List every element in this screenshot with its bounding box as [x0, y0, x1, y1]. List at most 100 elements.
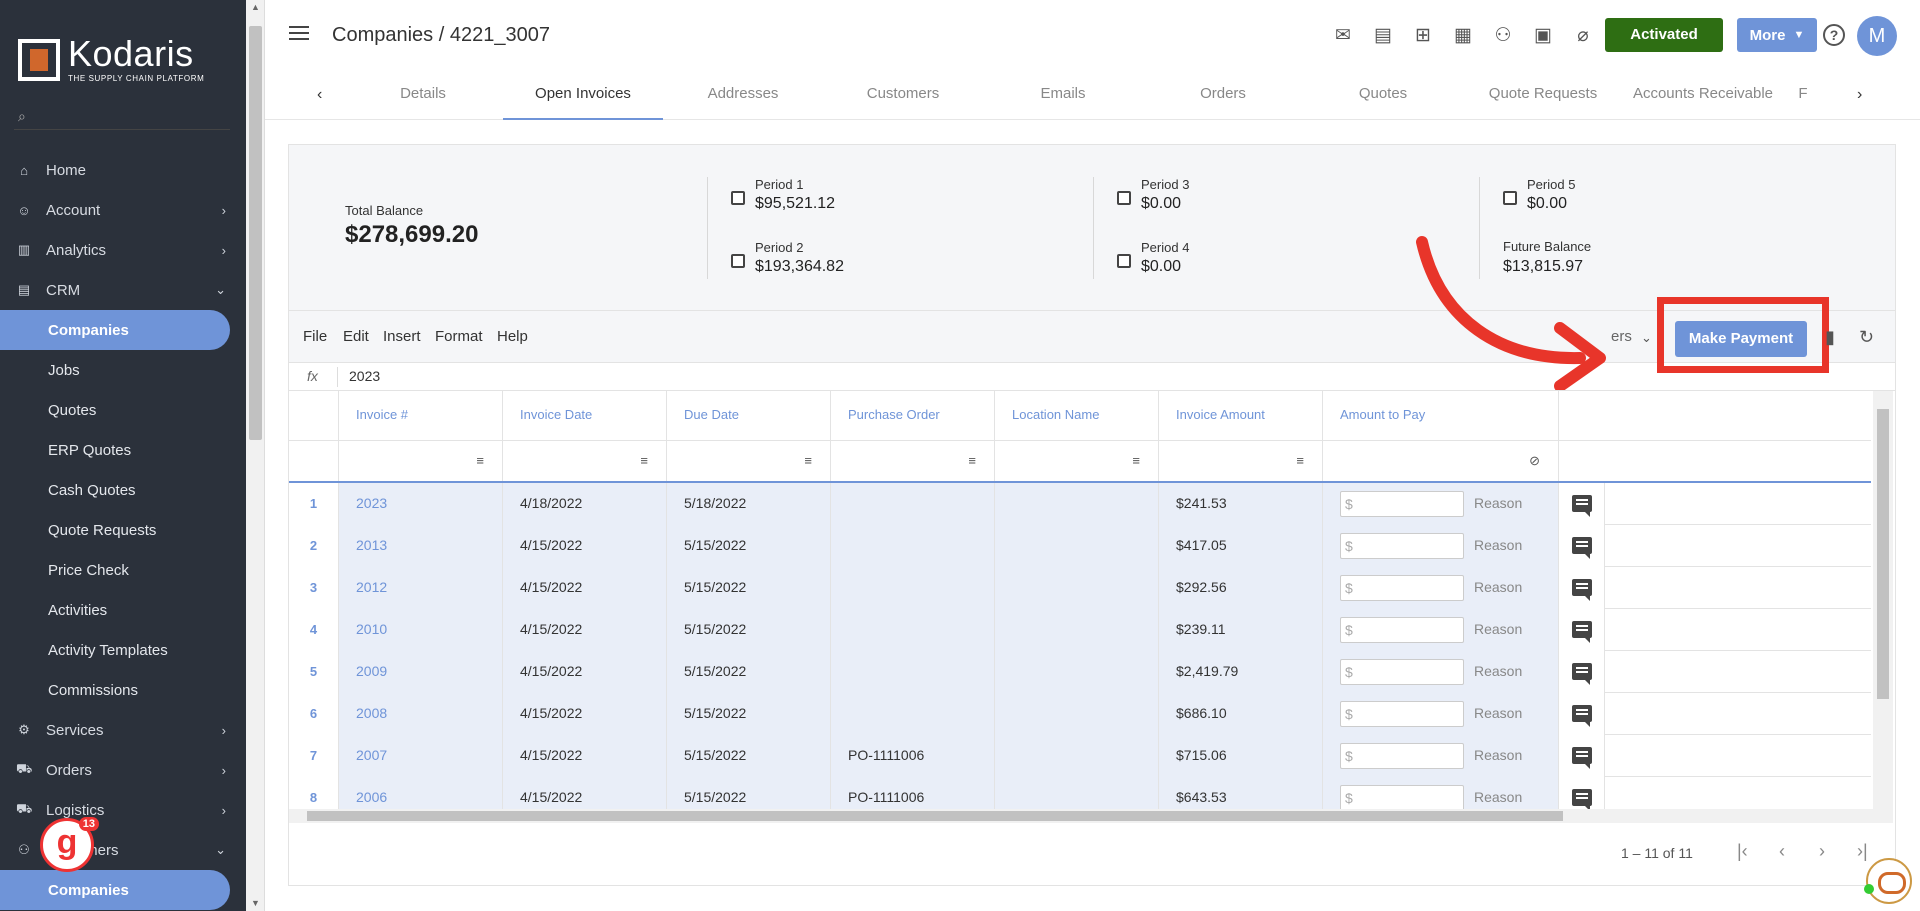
scroll-down-icon[interactable]: ▼ — [251, 898, 260, 908]
columns-icon[interactable]: ▮ — [1825, 327, 1835, 347]
filter-cell[interactable]: ≡ — [503, 441, 667, 481]
sidebar-item-quotes[interactable]: Quotes — [0, 390, 246, 430]
amount-to-pay-input[interactable]: $ — [1340, 701, 1464, 727]
sidebar-item-crm[interactable]: ▤ CRM ⌄ — [0, 270, 246, 310]
period-2-checkbox[interactable] — [731, 254, 745, 268]
sidebar-item-companies[interactable]: Companies — [0, 310, 230, 350]
filter-cell[interactable]: ≡ — [995, 441, 1159, 481]
invoice-link[interactable]: 2008 — [339, 693, 503, 735]
scrollbar-thumb[interactable] — [249, 26, 262, 440]
make-payment-button[interactable]: Make Payment — [1675, 321, 1807, 357]
period-5-checkbox[interactable] — [1503, 191, 1517, 205]
reason-select[interactable]: Reason — [1474, 789, 1523, 805]
sidebar-item-erp-quotes[interactable]: ERP Quotes — [0, 430, 246, 470]
comment-icon[interactable] — [1571, 621, 1592, 643]
activated-button[interactable]: Activated — [1605, 18, 1723, 52]
table-row[interactable]: 7 2007 4/15/2022 5/15/2022 PO-1111006 $715.06… — [289, 735, 1871, 777]
column-header-purchase-order[interactable]: Purchase Order — [831, 391, 995, 441]
new-document-icon[interactable]: ▣ — [1534, 25, 1552, 46]
comment-icon[interactable] — [1571, 789, 1592, 811]
comment-icon[interactable] — [1571, 663, 1592, 685]
column-header-invoice-amount[interactable]: Invoice Amount — [1159, 391, 1323, 441]
filter-icon[interactable]: ≡ — [640, 453, 648, 468]
brand-logo[interactable]: Kodaris THE SUPPLY CHAIN PLATFORM — [18, 36, 204, 83]
comment-icon[interactable] — [1571, 537, 1592, 559]
first-page-icon[interactable]: |‹ — [1737, 841, 1748, 861]
avatar[interactable]: M — [1857, 16, 1897, 56]
menu-icon[interactable] — [289, 26, 309, 44]
amount-to-pay-input[interactable]: $ — [1340, 575, 1464, 601]
invoice-link[interactable]: 2009 — [339, 651, 503, 693]
more-button[interactable]: More ▼ — [1737, 18, 1817, 52]
sidebar-item-activities[interactable]: Activities — [0, 590, 246, 630]
sidebar-item-jobs[interactable]: Jobs — [0, 350, 246, 390]
clear-filter-icon[interactable]: ⊘ — [1529, 453, 1540, 468]
tab-details[interactable]: Details — [400, 85, 446, 102]
chat-widget-icon[interactable] — [1866, 858, 1912, 904]
menu-format[interactable]: Format — [435, 328, 483, 345]
attachment-icon[interactable]: ⌀ — [1577, 25, 1589, 46]
amount-to-pay-input[interactable]: $ — [1340, 617, 1464, 643]
reason-select[interactable]: Reason — [1474, 495, 1523, 511]
sidebar-search[interactable]: ⌕ — [14, 108, 230, 130]
sidebar-item-activity-templates[interactable]: Activity Templates — [0, 630, 246, 670]
sidebar-item-customers[interactable]: ⚇Customers⌄ — [0, 830, 246, 870]
filter-icon[interactable]: ≡ — [1132, 453, 1140, 468]
invoice-link[interactable]: 2012 — [339, 567, 503, 609]
sidebar-scrollbar[interactable]: ▲ ▼ — [246, 0, 265, 911]
reason-select[interactable]: Reason — [1474, 747, 1523, 763]
card-check-icon[interactable]: ▤ — [1374, 25, 1392, 46]
sidebar-item-price-check[interactable]: Price Check — [0, 550, 246, 590]
column-header-location-name[interactable]: Location Name — [995, 391, 1159, 441]
sidebar-item-commissions[interactable]: Commissions — [0, 670, 246, 710]
menu-help[interactable]: Help — [497, 328, 528, 345]
menu-insert[interactable]: Insert — [383, 328, 421, 345]
filters-dropdown[interactable]: ers — [1611, 328, 1632, 345]
sidebar-item-quote-requests[interactable]: Quote Requests — [0, 510, 246, 550]
column-header-due-date[interactable]: Due Date — [667, 391, 831, 441]
tabs-prev-icon[interactable]: ‹ — [317, 86, 323, 103]
column-header-invoice-date[interactable]: Invoice Date — [503, 391, 667, 441]
guide-widget[interactable]: g 13 — [40, 817, 99, 872]
last-page-icon[interactable]: ›| — [1857, 841, 1868, 861]
amount-to-pay-input[interactable]: $ — [1340, 659, 1464, 685]
period-1-checkbox[interactable] — [731, 191, 745, 205]
invoice-link[interactable]: 2010 — [339, 609, 503, 651]
help-icon[interactable]: ? — [1823, 24, 1845, 46]
amount-to-pay-input[interactable]: $ — [1340, 743, 1464, 769]
tab-customers[interactable]: Customers — [866, 85, 940, 102]
gift-card-icon[interactable]: ⊞ — [1415, 25, 1431, 46]
filter-cell[interactable]: ≡ — [667, 441, 831, 481]
building-icon[interactable]: ▦ — [1454, 25, 1472, 46]
period-4-checkbox[interactable] — [1117, 254, 1131, 268]
scrollbar-thumb[interactable] — [307, 811, 1563, 821]
amount-to-pay-input[interactable]: $ — [1340, 785, 1464, 811]
tab-quote-requests[interactable]: Quote Requests — [1488, 85, 1598, 102]
tab-addresses[interactable]: Addresses — [707, 85, 779, 102]
filter-icon[interactable]: ≡ — [804, 453, 812, 468]
filter-icon[interactable]: ≡ — [968, 453, 976, 468]
mail-icon[interactable]: ✉ — [1335, 25, 1351, 46]
period-3-checkbox[interactable] — [1117, 191, 1131, 205]
reason-select[interactable]: Reason — [1474, 621, 1523, 637]
reason-select[interactable]: Reason — [1474, 579, 1523, 595]
sidebar-item-account[interactable]: ☺ Account › — [0, 190, 246, 230]
tab-open-invoices[interactable]: Open Invoices — [503, 72, 663, 120]
add-person-icon[interactable]: ⚇ — [1494, 25, 1512, 46]
tab-emails[interactable]: Emails — [1040, 85, 1086, 102]
filter-cell[interactable]: ⊘ — [1323, 441, 1559, 481]
chevron-down-icon[interactable]: ⌄ — [1641, 330, 1652, 345]
sidebar-item-services[interactable]: ⚙ Services › — [0, 710, 246, 750]
reason-select[interactable]: Reason — [1474, 537, 1523, 553]
column-header-invoice[interactable]: Invoice # — [339, 391, 503, 441]
column-header-amount-to-pay[interactable]: Amount to Pay — [1323, 391, 1559, 441]
sidebar-item-orders[interactable]: ⛟ Orders › — [0, 750, 246, 790]
grid-vertical-scrollbar[interactable] — [1873, 391, 1893, 823]
filter-cell[interactable]: ≡ — [339, 441, 503, 481]
amount-to-pay-input[interactable]: $ — [1340, 533, 1464, 559]
scrollbar-thumb[interactable] — [1877, 409, 1889, 699]
